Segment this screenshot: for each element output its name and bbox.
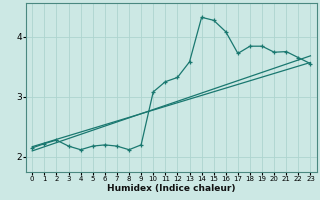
X-axis label: Humidex (Indice chaleur): Humidex (Indice chaleur) [107, 184, 236, 193]
